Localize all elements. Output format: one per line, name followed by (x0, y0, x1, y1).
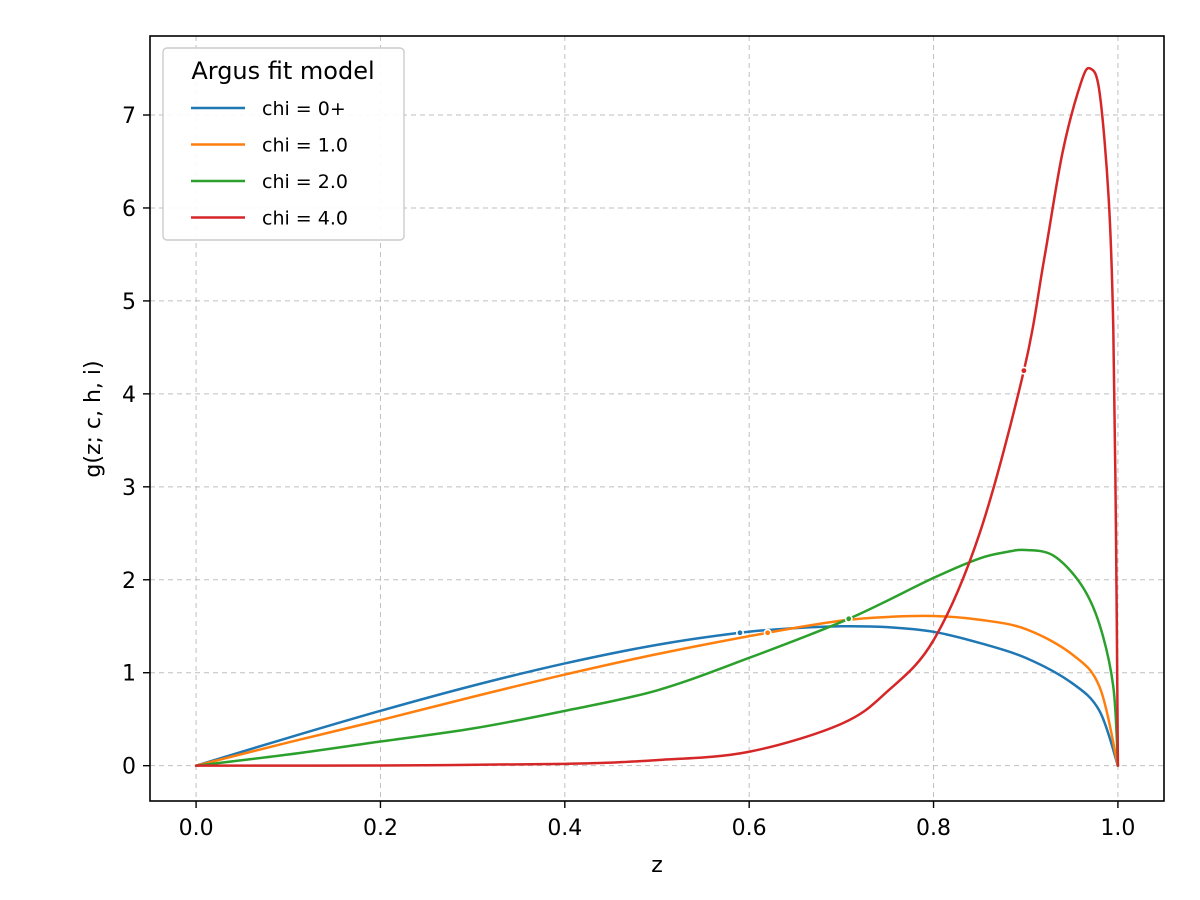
x-tick-label: 0.0 (179, 816, 214, 841)
y-tick-label: 4 (122, 383, 136, 408)
x-tick-label: 0.4 (547, 816, 582, 841)
y-tick-label: 2 (122, 569, 136, 594)
legend: Argus fit model chi = 0+ chi = 1.0 chi = 2… (162, 47, 405, 241)
y-tick-label: 5 (122, 290, 136, 315)
x-tick-label: 0.6 (732, 816, 767, 841)
series-layer (194, 66, 1120, 767)
legend-label-1: chi = 1.0 (262, 135, 348, 157)
series-marker-0 (735, 628, 744, 637)
y-tick-label: 6 (122, 197, 136, 222)
y-tick-label: 0 (122, 755, 136, 780)
legend-box (162, 47, 405, 241)
x-axis-label: z (651, 853, 663, 878)
series-line-2 (194, 548, 1120, 767)
legend-label-2: chi = 2.0 (262, 171, 348, 193)
legend-title: Argus fit model (191, 57, 374, 85)
x-tick-label: 0.2 (363, 816, 398, 841)
plot-frame (149, 35, 1165, 802)
series-marker-3 (1019, 366, 1028, 375)
tick-layer: 0.0 0.2 0.4 0.6 0.8 1.0 0 1 2 3 4 5 6 7 (122, 104, 1135, 841)
legend-entries: chi = 0+ chi = 1.0 chi = 2.0 chi = 4.0 (191, 98, 348, 230)
series-line-1 (194, 614, 1120, 767)
y-tick-label: 1 (122, 662, 136, 687)
x-tick-label: 0.8 (916, 816, 951, 841)
y-tick-label: 3 (122, 476, 136, 501)
legend-label-3: chi = 4.0 (262, 208, 348, 230)
y-tick-label: 7 (122, 104, 136, 129)
series-marker-1 (763, 628, 772, 637)
y-axis-label: g(z; c, h, i) (81, 360, 106, 477)
legend-label-0: chi = 0+ (262, 98, 346, 120)
x-tick-label: 1.0 (1100, 816, 1135, 841)
series-marker-2 (844, 614, 853, 623)
